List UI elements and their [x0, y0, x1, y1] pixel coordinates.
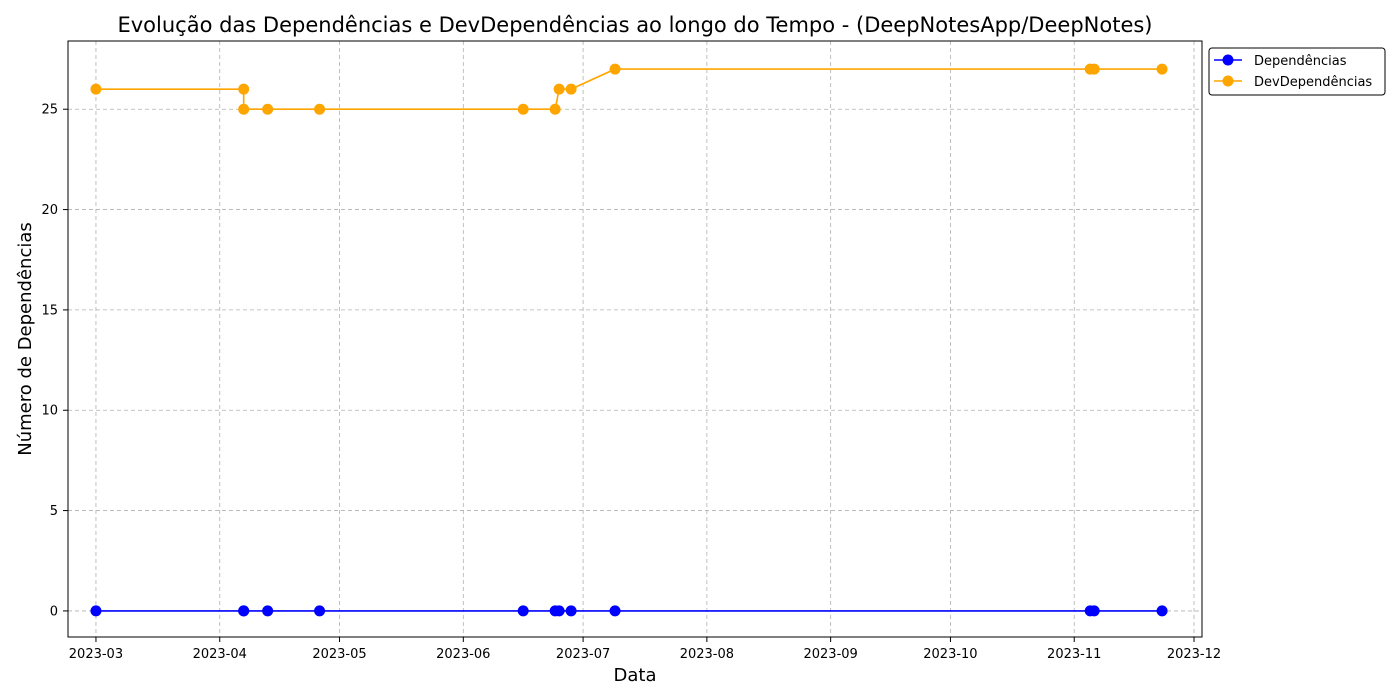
grid: [68, 41, 1202, 637]
y-tick-label: 5: [50, 504, 58, 519]
data-point-devdependencias: [1156, 63, 1168, 75]
legend-frame: [1208, 47, 1386, 96]
y-tick-label: 10: [41, 404, 58, 419]
data-point-dependencias: [90, 605, 102, 617]
data-point-devdependencias: [238, 103, 250, 115]
y-tick-label: 20: [41, 203, 58, 218]
data-point-devdependencias: [262, 103, 274, 115]
x-tick-label: 2023-05: [312, 647, 366, 662]
data-point-dependencias: [517, 605, 529, 617]
data-point-devdependencias: [549, 103, 561, 115]
x-tick-label: 2023-03: [69, 647, 123, 662]
x-tick-label: 2023-10: [923, 647, 977, 662]
data-point-devdependencias: [553, 83, 565, 95]
data-point-devdependencias: [517, 103, 529, 115]
data-point-devdependencias: [238, 83, 250, 95]
legend-marker-dependencias: [1222, 54, 1234, 66]
legend-label-dependencias: Dependências: [1254, 54, 1347, 69]
series-layer: [90, 63, 1168, 617]
data-point-devdependencias: [565, 83, 577, 95]
data-point-dependencias: [1156, 605, 1168, 617]
x-tick-label: 2023-06: [436, 647, 490, 662]
y-tick-label: 0: [50, 604, 58, 619]
x-tick-label: 2023-04: [193, 647, 247, 662]
chart-title: Evolução das Dependências e DevDependênc…: [117, 13, 1152, 37]
data-point-dependencias: [553, 605, 565, 617]
ticks: 2023-03 2023-04 2023-05 2023-06 2023-07 2023-…: [41, 103, 1221, 662]
legend: Dependências DevDependências: [1208, 47, 1386, 96]
y-tick-label: 15: [41, 303, 58, 318]
data-point-dependencias: [262, 605, 274, 617]
y-tick-label: 25: [41, 103, 58, 118]
data-point-devdependencias: [1088, 63, 1100, 75]
data-point-dependencias: [565, 605, 577, 617]
x-tick-label: 2023-09: [803, 647, 857, 662]
data-point-dependencias: [609, 605, 621, 617]
data-point-devdependencias: [314, 103, 326, 115]
x-tick-label: 2023-12: [1167, 647, 1221, 662]
data-point-devdependencias: [609, 63, 621, 75]
x-axis-label: Data: [614, 665, 657, 686]
data-point-dependencias: [314, 605, 326, 617]
data-point-devdependencias: [90, 83, 102, 95]
data-point-dependencias: [1088, 605, 1100, 617]
y-axis-label: Número de Dependências: [15, 222, 36, 456]
legend-label-devdependencias: DevDependências: [1254, 75, 1372, 90]
x-tick-label: 2023-11: [1047, 647, 1101, 662]
x-tick-label: 2023-08: [680, 647, 734, 662]
data-point-dependencias: [238, 605, 250, 617]
legend-marker-devdependencias: [1222, 75, 1234, 87]
plot-area-frame: [67, 40, 1203, 638]
x-tick-label: 2023-07: [556, 647, 610, 662]
